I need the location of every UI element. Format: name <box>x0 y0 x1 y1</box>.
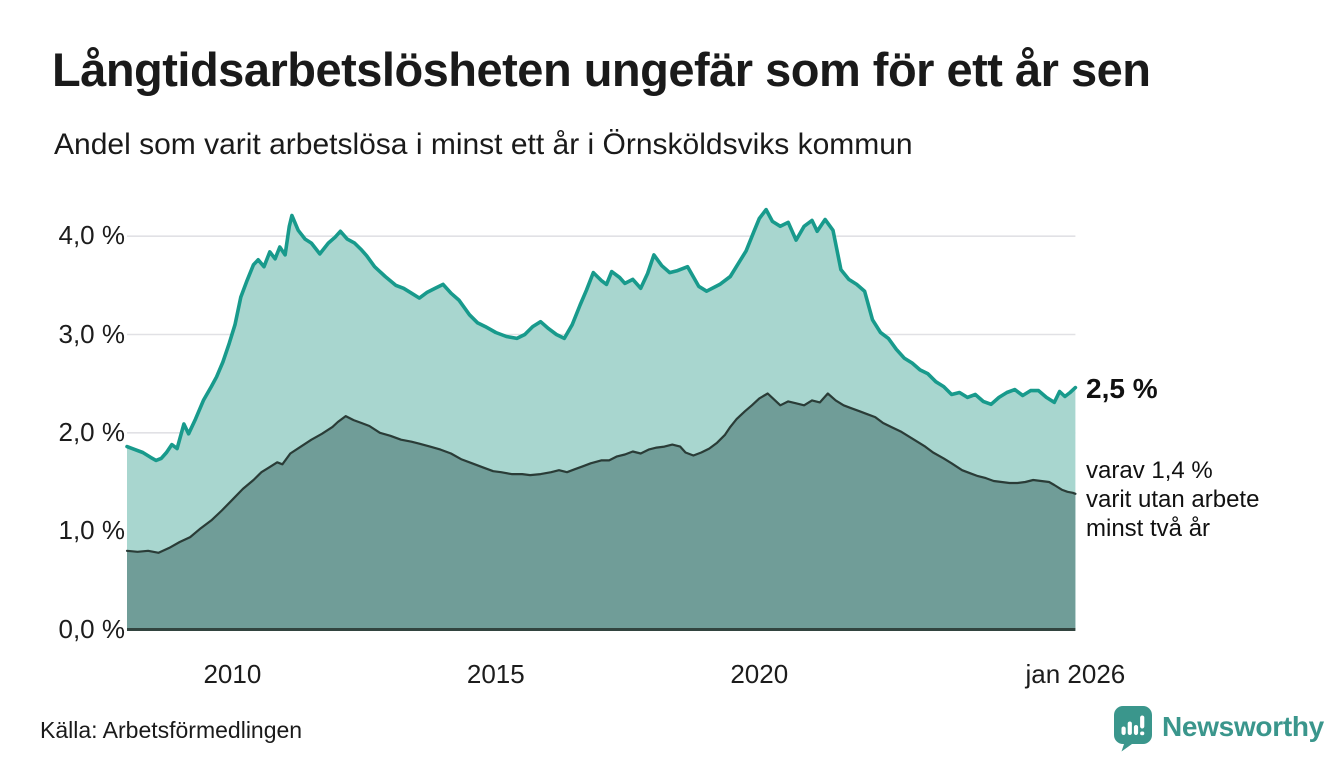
x-axis-tick-label: 2015 <box>466 659 525 689</box>
y-axis-tick-label: 1,0 % <box>58 515 126 546</box>
secondary-value-label: varav 1,4 % varit utan arbete minst två … <box>1086 456 1259 543</box>
newsworthy-speech-bubble-bar-chart-icon <box>1114 706 1152 752</box>
y-axis-tick-label: 3,0 % <box>58 318 126 349</box>
source-note: Källa: Arbetsförmedlingen <box>40 717 303 743</box>
page-title: Långtidsarbetslösheten ungefär som för e… <box>52 43 1151 96</box>
latest-value-label: 2,5 % <box>1086 373 1158 404</box>
secondary-value-line3: minst två år <box>1086 515 1211 542</box>
brand-logo: Newsworthy <box>1113 705 1324 753</box>
x-axis-tick-label: 2020 <box>730 659 789 689</box>
x-axis-tick-label: 2010 <box>203 659 262 689</box>
share-unemployed-min-one-year-line <box>125 207 1078 463</box>
share-unemployed-min-two-years-line <box>125 392 1077 554</box>
y-axis-tick-label: 4,0 % <box>58 220 126 251</box>
secondary-value-line2: varit utan arbete <box>1086 486 1260 513</box>
y-axis-tick-label: 0,0 % <box>58 613 126 644</box>
brand-name: Newsworthy <box>1162 711 1324 742</box>
secondary-value-line1: varav 1,4 % <box>1086 457 1213 484</box>
y-axis-tick-label: 2,0 % <box>58 416 126 447</box>
page-subtitle: Andel som varit arbetslösa i minst ett å… <box>54 128 913 161</box>
x-axis-tick-label: jan 2026 <box>1025 659 1126 689</box>
share-unemployed-min-two-years-area <box>127 393 1076 630</box>
